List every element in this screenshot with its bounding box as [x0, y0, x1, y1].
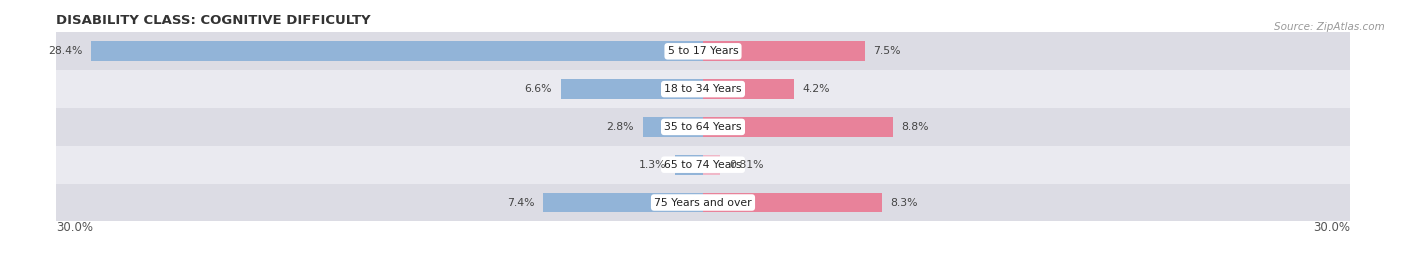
Text: 4.2%: 4.2% [803, 84, 830, 94]
Text: 5 to 17 Years: 5 to 17 Years [668, 46, 738, 56]
Text: 30.0%: 30.0% [56, 221, 93, 234]
Bar [544, 193, 703, 212]
Bar [56, 146, 1350, 184]
Bar [56, 70, 1350, 108]
Bar [703, 155, 720, 174]
Text: 75 Years and over: 75 Years and over [654, 197, 752, 208]
Bar [91, 42, 703, 61]
Text: DISABILITY CLASS: COGNITIVE DIFFICULTY: DISABILITY CLASS: COGNITIVE DIFFICULTY [56, 14, 371, 27]
Text: 28.4%: 28.4% [48, 46, 82, 56]
Text: 6.6%: 6.6% [524, 84, 553, 94]
Text: 2.8%: 2.8% [606, 122, 634, 132]
Bar [703, 117, 893, 137]
Text: 35 to 64 Years: 35 to 64 Years [664, 122, 742, 132]
Text: 8.8%: 8.8% [901, 122, 929, 132]
Bar [675, 155, 703, 174]
Bar [643, 117, 703, 137]
Bar [56, 184, 1350, 221]
Text: 18 to 34 Years: 18 to 34 Years [664, 84, 742, 94]
Text: 7.4%: 7.4% [508, 197, 534, 208]
Bar [561, 79, 703, 99]
Text: 30.0%: 30.0% [1313, 221, 1350, 234]
Text: 7.5%: 7.5% [873, 46, 901, 56]
Text: 8.3%: 8.3% [890, 197, 918, 208]
Bar [56, 32, 1350, 70]
Bar [703, 42, 865, 61]
Text: Source: ZipAtlas.com: Source: ZipAtlas.com [1274, 22, 1385, 32]
Text: 65 to 74 Years: 65 to 74 Years [664, 160, 742, 170]
Bar [56, 108, 1350, 146]
Bar [703, 79, 793, 99]
Text: 1.3%: 1.3% [638, 160, 666, 170]
Bar [703, 193, 882, 212]
Text: 0.81%: 0.81% [730, 160, 763, 170]
